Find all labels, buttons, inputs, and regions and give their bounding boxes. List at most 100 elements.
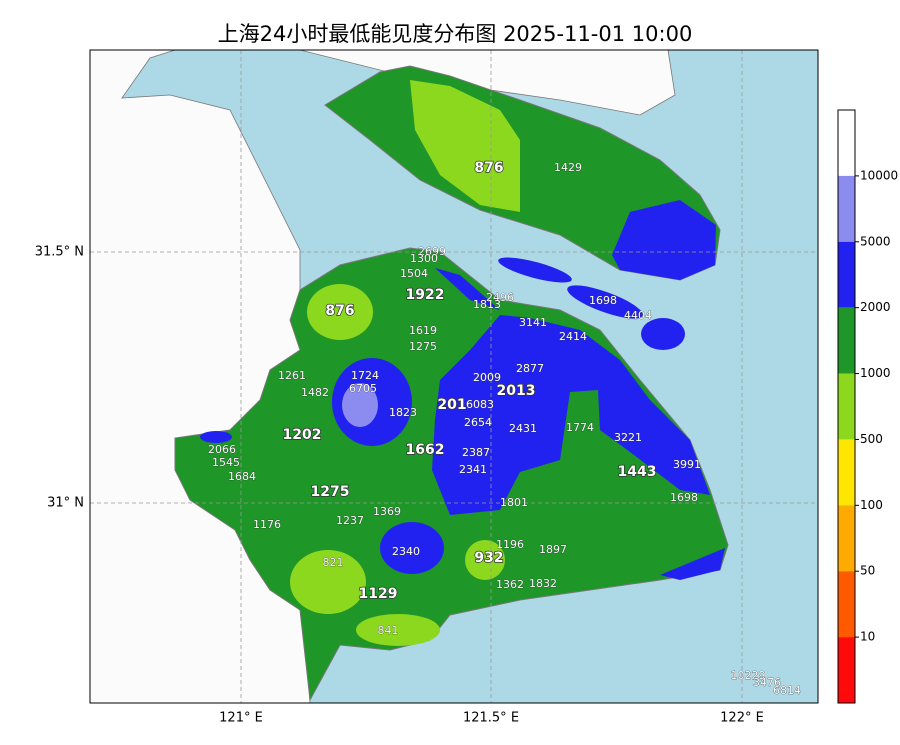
zone xyxy=(342,383,378,427)
station-value: 6705 xyxy=(349,382,377,395)
map-border xyxy=(89,49,819,704)
station-value: 2496 xyxy=(486,291,514,304)
lon-label: 121.5° E xyxy=(463,711,519,726)
lon-label: 122° E xyxy=(720,711,764,726)
station-value: 2387 xyxy=(462,446,490,459)
station-value: 1813 xyxy=(473,298,501,311)
station-value: 10229 xyxy=(731,669,766,682)
station-value: 1698 xyxy=(670,491,698,504)
station-value: 2414 xyxy=(559,330,587,343)
station-value: 4404 xyxy=(624,309,652,322)
colorbar-segment xyxy=(838,637,855,703)
station-value: 841 xyxy=(378,624,399,637)
title: 上海24小时最低能见度分布图 2025-11-01 10:00 xyxy=(218,22,693,46)
station-value: 1362 xyxy=(496,578,524,591)
zone xyxy=(410,80,520,212)
colorbar-label: 10000 xyxy=(860,168,898,182)
colorbar-segment xyxy=(838,175,855,242)
lon-label: 121° E xyxy=(219,711,263,726)
station-value: 2654 xyxy=(464,416,492,429)
zone xyxy=(380,522,444,574)
station-value: 1129 xyxy=(359,586,398,602)
station-value: 1482 xyxy=(301,386,329,399)
zone xyxy=(432,315,710,515)
station-value: 2877 xyxy=(516,362,544,375)
colorbar-label: 1000 xyxy=(860,366,891,380)
station-value: 1832 xyxy=(529,577,557,590)
station-value: 6083 xyxy=(466,398,494,411)
lat-label: 31.5° N xyxy=(35,245,84,260)
station-value: 2341 xyxy=(459,463,487,476)
station-value: 3991 xyxy=(673,458,701,471)
station-value: 2340 xyxy=(392,545,420,558)
zone xyxy=(307,284,373,340)
colorbar-label: 50 xyxy=(860,564,875,578)
station-value: 1662 xyxy=(406,442,445,458)
station-value: 1922 xyxy=(406,287,445,303)
zone xyxy=(200,431,232,443)
station-value: 1202 xyxy=(283,427,322,443)
island xyxy=(641,318,685,350)
station-value: 3221 xyxy=(614,431,642,444)
lat-label: 31° N xyxy=(47,496,84,511)
station-value: 1275 xyxy=(409,340,437,353)
map xyxy=(89,49,819,704)
station-value: 2431 xyxy=(509,422,537,435)
colorbar-label: 2000 xyxy=(860,300,891,314)
station-value: 2009 xyxy=(473,371,501,384)
station-value: 1504 xyxy=(400,267,428,280)
island xyxy=(567,285,643,319)
station-value: 2013 xyxy=(497,383,536,399)
station-value: 1196 xyxy=(496,538,524,551)
station-value: 1619 xyxy=(409,324,437,337)
station-value: 1684 xyxy=(228,470,256,483)
colorbar-segment xyxy=(838,307,855,374)
station-value: 1443 xyxy=(618,464,657,480)
station-value: 201 xyxy=(437,397,466,413)
station-value: 1897 xyxy=(539,543,567,556)
zone xyxy=(435,268,500,310)
colorbar: 10000 5000 2000 1000 500 100 50 10 xyxy=(837,109,898,704)
colorbar-segment xyxy=(838,110,855,176)
station-value: 6814 xyxy=(773,684,801,697)
station-value: 1823 xyxy=(389,406,417,419)
colorbar-segment xyxy=(838,241,855,308)
island xyxy=(498,257,572,283)
station-value: 932 xyxy=(474,550,503,566)
zone xyxy=(660,548,725,580)
station-value: 3476 xyxy=(753,676,781,689)
station-value: 1698 xyxy=(589,294,617,307)
colorbar-label: 100 xyxy=(860,498,883,512)
station-value: 1261 xyxy=(278,369,306,382)
station-value: 3141 xyxy=(519,316,547,329)
zone xyxy=(612,200,716,280)
colorbar-label: 5000 xyxy=(860,234,891,248)
colorbar-segment xyxy=(838,571,855,638)
station-value: 1176 xyxy=(253,518,281,531)
station-value: 1300 xyxy=(410,252,438,265)
colorbar-label: 10 xyxy=(860,630,875,644)
station-value: 1801 xyxy=(500,496,528,509)
colorbar-border xyxy=(837,109,856,704)
station-value: 1275 xyxy=(311,484,350,500)
station-value: 876 xyxy=(325,303,354,319)
colorbar-label: 500 xyxy=(860,432,883,446)
station-value: 821 xyxy=(323,556,344,569)
station-value: 1429 xyxy=(554,161,582,174)
station-value: 1545 xyxy=(212,456,240,469)
station-value: 1237 xyxy=(336,514,364,527)
station-value: 2066 xyxy=(208,443,236,456)
colorbar-segment xyxy=(838,439,855,506)
colorbar-segment xyxy=(838,505,855,572)
zone xyxy=(290,550,366,614)
station-value: 1774 xyxy=(566,421,594,434)
station-value: 876 xyxy=(474,160,503,176)
station-value: 1724 xyxy=(351,369,379,382)
zone xyxy=(356,614,440,646)
zone xyxy=(465,540,505,580)
colorbar-segment xyxy=(838,373,855,440)
station-value: 2699 xyxy=(418,245,446,258)
station-value: 1369 xyxy=(373,505,401,518)
